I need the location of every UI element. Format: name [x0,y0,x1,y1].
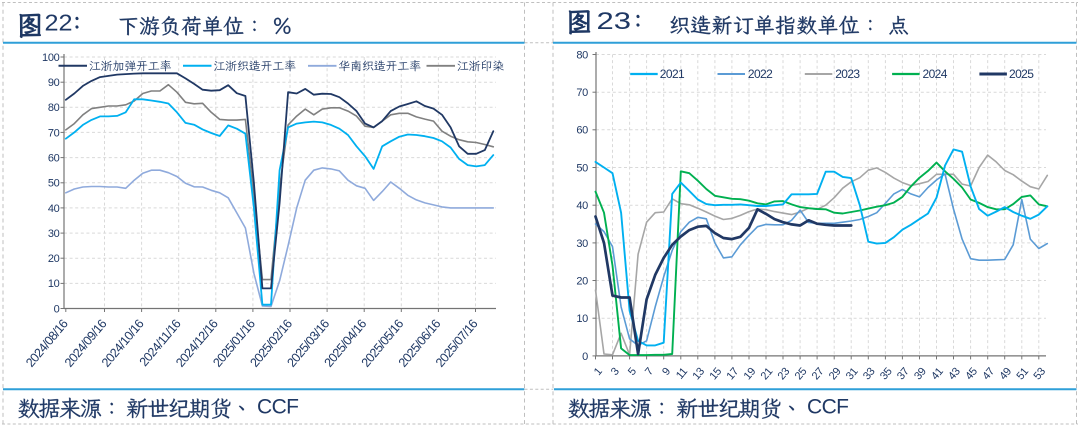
svg-text:10: 10 [48,278,60,290]
svg-text:60: 60 [48,153,60,165]
svg-text:90: 90 [48,77,60,89]
svg-text:100: 100 [42,52,60,64]
svg-text:40: 40 [576,200,588,212]
svg-text:50: 50 [576,162,588,174]
svg-text:0: 0 [582,351,588,363]
svg-text:70: 70 [48,127,60,139]
svg-text:2025: 2025 [1009,67,1034,81]
svg-text:2024: 2024 [923,67,948,81]
svg-text:20: 20 [48,253,60,265]
svg-text:80: 80 [48,102,60,114]
svg-text:80: 80 [576,49,588,61]
svg-text:0: 0 [54,303,60,315]
svg-text:2021: 2021 [660,67,685,81]
svg-text:22: 22 [45,10,73,36]
svg-text:30: 30 [48,228,60,240]
svg-text:2023: 2023 [835,67,860,81]
svg-text:30: 30 [576,238,588,250]
svg-text:40: 40 [48,203,60,215]
svg-text:50: 50 [48,178,60,190]
svg-text:23: 23 [597,8,632,35]
svg-text:20: 20 [576,275,588,287]
svg-text:60: 60 [576,125,588,137]
svg-text:70: 70 [576,87,588,99]
svg-text:CCF: CCF [257,395,298,418]
svg-text:10: 10 [576,313,588,325]
svg-text:CCF: CCF [807,395,848,418]
svg-text:2022: 2022 [748,67,773,81]
